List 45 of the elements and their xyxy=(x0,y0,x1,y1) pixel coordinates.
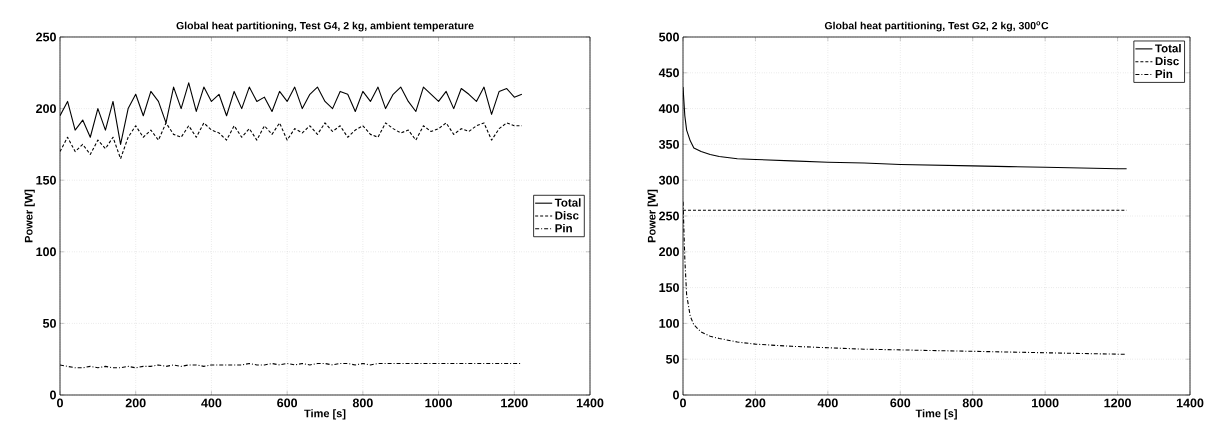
y-tick-label: 0 xyxy=(673,390,679,400)
x-axis-title: Time [s] xyxy=(304,409,346,420)
legend-label: Disc xyxy=(1155,56,1179,66)
legend-label: Disc xyxy=(555,211,579,220)
x-tick-label: 0 xyxy=(680,398,686,408)
x-axis-title: Time [s] xyxy=(915,409,957,420)
x-tick-label: 800 xyxy=(352,398,373,408)
x-tick-label: 600 xyxy=(890,398,911,408)
x-tick-label: 1400 xyxy=(576,398,604,408)
y-tick-label: 50 xyxy=(665,354,679,364)
y-axis-title: Power [W] xyxy=(647,189,658,243)
y-tick-label: 200 xyxy=(659,247,679,257)
x-tick-label: 400 xyxy=(817,398,838,408)
y-tick-label: 300 xyxy=(658,175,679,185)
x-tick-label: 1200 xyxy=(1104,398,1131,408)
y-tick-label: 150 xyxy=(36,175,56,185)
x-tick-label: 1400 xyxy=(1176,398,1204,408)
y-tick-label: 250 xyxy=(659,211,679,221)
x-tick-label: 400 xyxy=(201,398,222,408)
x-tick-label: 1000 xyxy=(425,398,452,408)
y-tick-label: 150 xyxy=(659,283,679,293)
y-tick-label: 50 xyxy=(42,318,56,328)
x-tick-label: 1000 xyxy=(1032,398,1059,408)
y-tick-label: 500 xyxy=(659,32,679,42)
y-tick-label: 450 xyxy=(658,68,679,78)
x-tick-label: 200 xyxy=(745,398,766,408)
y-tick-label: 350 xyxy=(658,139,679,149)
x-tick-label: 200 xyxy=(125,398,146,408)
y-tick-label: 100 xyxy=(659,318,679,328)
x-tick-label: 800 xyxy=(962,398,983,408)
x-tick-label: 600 xyxy=(277,398,298,408)
y-tick-label: 250 xyxy=(36,32,56,42)
y-tick-label: 0 xyxy=(50,390,56,400)
y-tick-label: 100 xyxy=(36,247,56,257)
legend-label: Pin xyxy=(1155,69,1173,78)
y-tick-label: 200 xyxy=(36,104,56,114)
chart-title: Global heat partitioning, Test G2, 2 kg, 300$^{o}$C xyxy=(824,21,1049,32)
legend-label: Total xyxy=(1155,43,1181,53)
y-tick-label: 400 xyxy=(658,104,679,114)
legend-label: Total xyxy=(554,198,581,207)
chart-title: Global heat partitioning, Test G4, 2 kg, ambient temperature xyxy=(176,21,474,32)
y-axis-title: Power [W] xyxy=(24,189,35,243)
x-tick-label: 1200 xyxy=(501,398,528,408)
legend-label: Pin xyxy=(555,223,572,233)
x-tick-label: 0 xyxy=(57,398,63,408)
